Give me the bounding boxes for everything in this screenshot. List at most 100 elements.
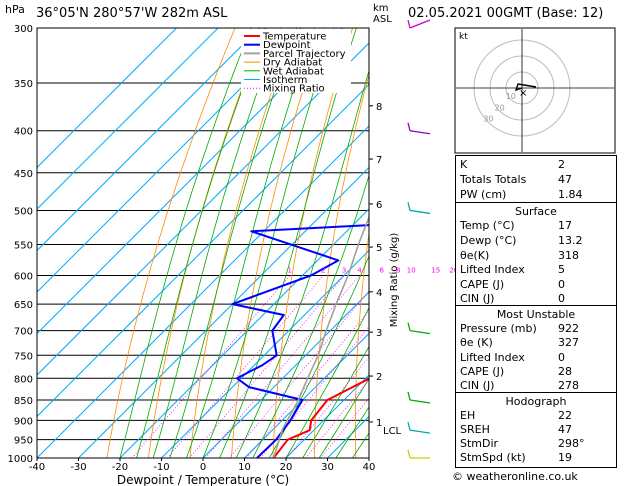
wind-barb: [409, 329, 431, 335]
wet-adiabat-line: [302, 345, 369, 458]
mixing-ratio-axis-label: Mixing Ratio (g/kg): [389, 233, 400, 328]
temp-tick-label: -10: [153, 462, 169, 473]
km-tick-label: 4: [376, 288, 382, 299]
mixing-ratio-line: [131, 275, 291, 458]
mixing-ratio-label: 2: [321, 267, 325, 275]
isotherm-line: [37, 42, 369, 376]
hodo-row: StmSpd (kt) 19: [460, 451, 572, 464]
wind-barb-flag: [407, 421, 411, 431]
isotherm-line: [161, 249, 369, 458]
pressure-tick-label: 900: [14, 416, 33, 427]
wet-adiabat-line: [252, 173, 369, 458]
wind-barb: [409, 130, 431, 135]
km-tick-label: 2: [376, 372, 382, 383]
pressure-tick-label: 600: [14, 272, 33, 283]
mu-row: Pressure (mb) 922: [460, 322, 579, 335]
isotherm-line: [37, 125, 369, 458]
km-tick-label: 1: [376, 418, 382, 429]
index-row: PW (cm) 1.84: [460, 188, 583, 201]
hodograph-ring-label: 20: [495, 103, 505, 112]
pressure-tick-label: 700: [14, 327, 33, 338]
mixing-ratio-line: [305, 379, 369, 458]
temperature-profile: [272, 376, 369, 458]
legend-label: Wet Adiabat: [263, 66, 324, 77]
dry-adiabat-line: [148, 28, 265, 458]
pressure-tick-label: 400: [14, 127, 33, 138]
temp-tick-label: -20: [112, 462, 128, 473]
mixing-ratio-label: 15: [431, 267, 440, 275]
hodograph-frame: [454, 27, 616, 154]
surface-title: Surface: [515, 205, 557, 218]
mu-row: CAPE (J) 28: [460, 365, 572, 378]
isotherm-line: [37, 83, 369, 418]
km-tick-label: 8: [376, 102, 382, 113]
mixing-ratio-label: 10: [407, 267, 416, 275]
pressure-tick-label: 350: [14, 79, 33, 90]
legend-label: Temperature: [262, 32, 326, 43]
parcel-trajectory-profile: [272, 215, 369, 458]
mu-row: θe (K) 327: [460, 336, 579, 349]
wet-adiabat-line: [202, 28, 335, 458]
isotherm-line: [78, 166, 369, 458]
wet-adiabat-line: [335, 406, 369, 458]
wind-barb: [409, 209, 431, 215]
wet-adiabat-line: [136, 28, 266, 458]
isotherm-line: [285, 374, 369, 458]
isotherm-line: [202, 291, 369, 458]
mixing-ratio-line: [246, 310, 369, 458]
wind-barb-flag: [407, 202, 411, 211]
hodograph-ring-label: 10: [506, 92, 516, 101]
surface-row: CAPE (J) 0: [460, 278, 565, 291]
sounding-datetime: 02.05.2021 00GMT (Base: 12): [408, 6, 604, 21]
pressure-tick-label: 750: [14, 351, 33, 362]
dry-adiabat-line: [106, 28, 236, 458]
mixing-ratio-label: 20: [449, 267, 458, 275]
dry-adiabat-line: [354, 230, 369, 458]
profiles: [231, 215, 369, 458]
km-tick-label: 6: [376, 200, 382, 211]
km-label: km: [373, 3, 389, 14]
mixing-ratio-line: [286, 356, 369, 458]
surface-row: Lifted Index 5: [460, 263, 565, 276]
surface-row: CIN (J) 0: [460, 292, 565, 305]
hodo-row: StmDir 298°: [460, 437, 585, 450]
mixing-ratio-label: 4: [357, 267, 362, 275]
temp-tick-label: -30: [70, 462, 86, 473]
isotherm-line: [37, 28, 219, 210]
surface-row: θe(K) 318: [460, 249, 579, 262]
isotherm-line: [37, 28, 343, 335]
mixing-ratio-label: 1: [288, 267, 292, 275]
mixing-ratio-line: [167, 275, 324, 458]
dry-adiabat-line: [231, 28, 324, 458]
pressure-tick-label: 1000: [8, 454, 33, 465]
isotherm-line: [37, 28, 302, 293]
legend-label: Parcel Trajectory: [263, 49, 346, 60]
temp-tick-label: 0: [200, 462, 206, 473]
hodo-row: SREH 47: [460, 423, 572, 436]
most-unstable-title: Most Unstable: [496, 308, 576, 321]
pressure-tick-label: 450: [14, 169, 33, 180]
pressure-tick-label: 850: [14, 396, 33, 407]
pressure-tick-label: 950: [14, 436, 33, 447]
mu-row: Lifted Index 0: [460, 351, 565, 364]
pressure-tick-label: 650: [14, 300, 33, 311]
mixing-ratio-line: [205, 275, 360, 458]
mixing-ratio-line: [189, 275, 345, 458]
temp-tick-label: 20: [280, 462, 293, 473]
wind-barb: [409, 19, 431, 29]
axes: 1234681015202530035040045050055060065070…: [8, 24, 473, 486]
mixing-ratio-label: 3: [342, 267, 346, 275]
mixing-ratio-line: [228, 290, 369, 458]
isotherm-line: [37, 28, 260, 252]
mixing-ratio-label: 8: [396, 267, 400, 275]
pressure-tick-label: 800: [14, 374, 33, 385]
wet-adiabat-line: [235, 69, 369, 458]
dry-adiabat-line: [189, 28, 295, 458]
wind-barb-flag: [407, 19, 411, 29]
surface-row: Dewp (°C) 13.2: [460, 234, 583, 247]
wet-adiabat-line: [169, 28, 298, 458]
